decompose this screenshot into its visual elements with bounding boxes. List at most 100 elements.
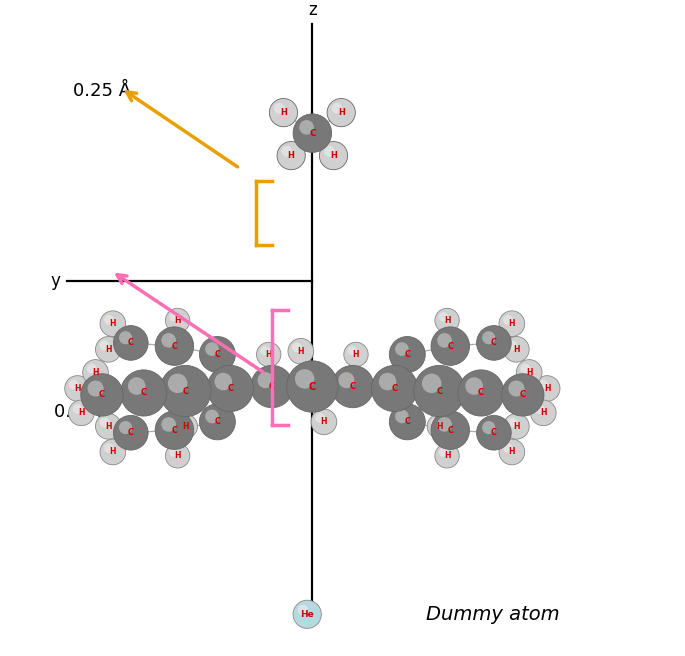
Circle shape — [114, 325, 148, 360]
Text: Dummy atom: Dummy atom — [426, 605, 560, 624]
Circle shape — [100, 439, 125, 465]
Text: H: H — [74, 384, 81, 393]
Circle shape — [439, 447, 448, 457]
Text: H: H — [330, 151, 337, 160]
Circle shape — [389, 404, 425, 440]
Text: H: H — [321, 417, 327, 426]
Text: H: H — [280, 108, 287, 117]
Circle shape — [521, 363, 530, 373]
Circle shape — [501, 374, 544, 416]
Text: z: z — [308, 1, 316, 19]
Circle shape — [214, 373, 232, 390]
Text: H: H — [436, 422, 443, 431]
Circle shape — [299, 120, 314, 134]
Circle shape — [88, 380, 103, 397]
Circle shape — [332, 103, 342, 113]
Circle shape — [534, 404, 545, 414]
Circle shape — [292, 342, 302, 352]
Text: C: C — [269, 382, 275, 391]
Circle shape — [338, 372, 354, 388]
Circle shape — [166, 308, 190, 333]
Circle shape — [319, 142, 347, 170]
Circle shape — [104, 315, 114, 325]
Circle shape — [437, 417, 452, 432]
Circle shape — [287, 361, 338, 412]
Text: C: C — [214, 417, 221, 426]
Text: H: H — [444, 451, 450, 461]
Circle shape — [431, 327, 469, 365]
Circle shape — [371, 365, 418, 411]
Text: H: H — [110, 447, 116, 457]
Text: C: C — [447, 342, 453, 351]
Text: C: C — [491, 428, 497, 438]
Circle shape — [288, 338, 314, 364]
Circle shape — [499, 439, 525, 465]
Circle shape — [482, 421, 495, 434]
Text: H: H — [509, 447, 515, 457]
Circle shape — [258, 372, 273, 388]
Circle shape — [530, 400, 556, 426]
Circle shape — [282, 146, 292, 157]
Circle shape — [260, 346, 270, 356]
Circle shape — [166, 443, 190, 468]
Circle shape — [162, 333, 176, 348]
Circle shape — [422, 374, 441, 393]
Text: C: C — [491, 338, 497, 348]
Circle shape — [435, 308, 459, 333]
Circle shape — [477, 415, 511, 450]
Text: H: H — [513, 345, 520, 354]
Text: H: H — [509, 319, 515, 328]
Text: H: H — [353, 350, 359, 359]
Circle shape — [104, 443, 114, 453]
Circle shape — [83, 359, 108, 385]
Circle shape — [395, 409, 409, 423]
Circle shape — [534, 376, 560, 401]
Circle shape — [73, 404, 82, 414]
Circle shape — [68, 400, 95, 426]
Text: H: H — [513, 422, 520, 431]
Circle shape — [437, 333, 452, 348]
Text: H: H — [288, 151, 295, 160]
Circle shape — [508, 380, 525, 397]
Circle shape — [269, 98, 297, 127]
Text: C: C — [227, 384, 234, 393]
Circle shape — [277, 142, 306, 170]
Circle shape — [499, 311, 525, 337]
Circle shape — [327, 98, 356, 127]
Text: H: H — [182, 422, 188, 431]
Circle shape — [395, 342, 409, 356]
Text: H: H — [526, 368, 532, 377]
Circle shape — [95, 337, 121, 362]
Circle shape — [344, 342, 368, 367]
Text: y: y — [51, 272, 60, 290]
Circle shape — [431, 411, 469, 449]
Circle shape — [119, 421, 132, 434]
Text: C: C — [478, 388, 484, 398]
Circle shape — [538, 380, 548, 390]
Text: C: C — [309, 129, 316, 138]
Circle shape — [293, 600, 321, 628]
Circle shape — [169, 312, 179, 321]
Text: C: C — [171, 426, 177, 435]
Circle shape — [81, 374, 123, 416]
Circle shape — [297, 605, 308, 615]
Text: C: C — [436, 386, 443, 396]
Circle shape — [257, 342, 281, 367]
Circle shape — [324, 146, 335, 157]
Circle shape — [100, 311, 125, 337]
Text: H: H — [266, 350, 272, 359]
Circle shape — [121, 370, 166, 416]
Text: C: C — [447, 426, 453, 435]
Circle shape — [169, 447, 179, 457]
Text: H: H — [78, 408, 85, 417]
Text: C: C — [214, 350, 221, 359]
Circle shape — [155, 327, 194, 365]
Circle shape — [251, 365, 293, 408]
Circle shape — [68, 380, 79, 390]
Text: He: He — [300, 610, 314, 619]
Text: C: C — [128, 428, 134, 438]
Circle shape — [119, 331, 132, 344]
Circle shape — [173, 414, 197, 438]
Circle shape — [274, 103, 284, 113]
Text: C: C — [140, 388, 147, 398]
